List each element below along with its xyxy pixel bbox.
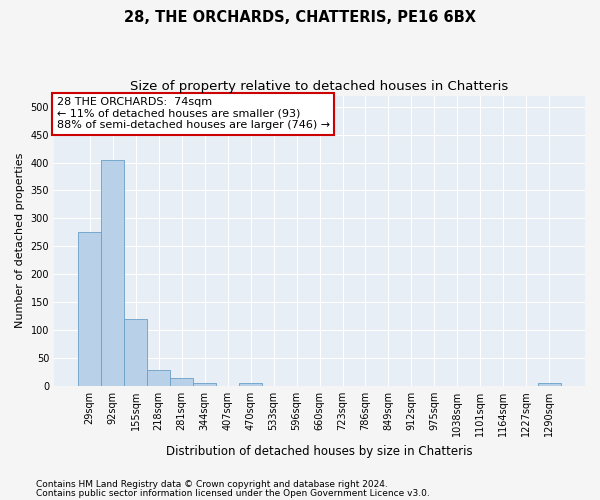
Y-axis label: Number of detached properties: Number of detached properties	[15, 153, 25, 328]
Bar	[170, 378, 193, 386]
Text: 28 THE ORCHARDS:  74sqm
← 11% of detached houses are smaller (93)
88% of semi-de: 28 THE ORCHARDS: 74sqm ← 11% of detached…	[56, 97, 330, 130]
Bar	[193, 383, 216, 386]
Bar	[538, 383, 561, 386]
X-axis label: Distribution of detached houses by size in Chatteris: Distribution of detached houses by size …	[166, 444, 473, 458]
Bar	[147, 370, 170, 386]
Text: 28, THE ORCHARDS, CHATTERIS, PE16 6BX: 28, THE ORCHARDS, CHATTERIS, PE16 6BX	[124, 10, 476, 25]
Bar	[124, 318, 147, 386]
Bar	[78, 232, 101, 386]
Text: Contains HM Land Registry data © Crown copyright and database right 2024.: Contains HM Land Registry data © Crown c…	[36, 480, 388, 489]
Title: Size of property relative to detached houses in Chatteris: Size of property relative to detached ho…	[130, 80, 509, 93]
Bar	[101, 160, 124, 386]
Bar	[239, 383, 262, 386]
Text: Contains public sector information licensed under the Open Government Licence v3: Contains public sector information licen…	[36, 488, 430, 498]
